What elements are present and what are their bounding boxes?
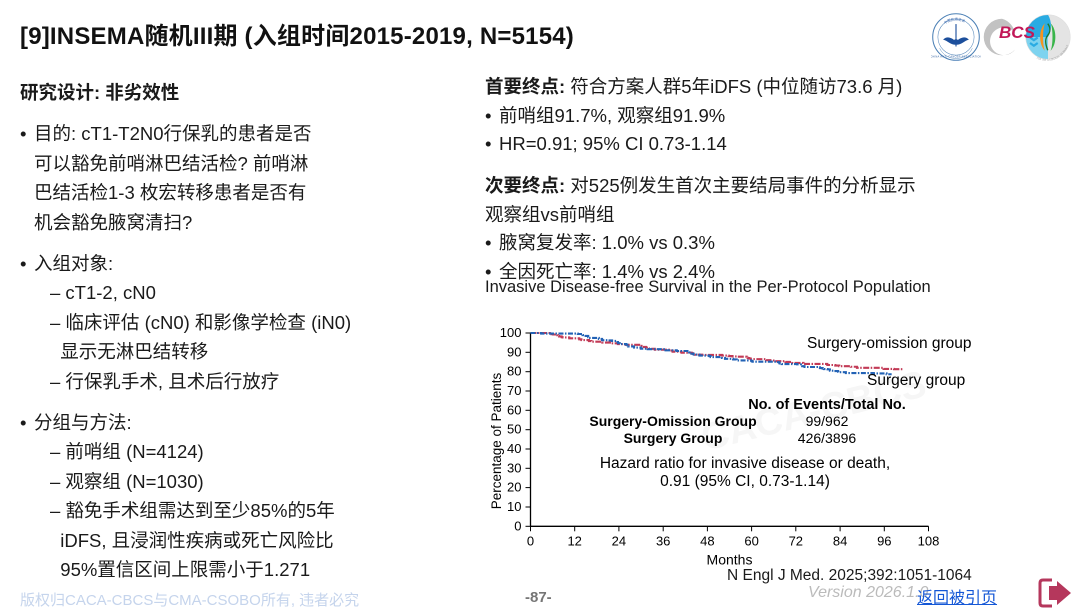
svg-text:Surgery-Omission Group: Surgery-Omission Group (589, 413, 756, 429)
svg-text:0: 0 (514, 518, 521, 533)
svg-text:72: 72 (789, 533, 803, 548)
svg-text:99/962: 99/962 (806, 413, 849, 429)
svg-text:10: 10 (507, 499, 521, 514)
svg-text:No. of Events/Total No.: No. of Events/Total No. (748, 397, 906, 413)
svg-text:96: 96 (877, 533, 891, 548)
svg-text:24: 24 (612, 533, 626, 548)
svg-text:20: 20 (507, 480, 521, 495)
svg-text:60: 60 (744, 533, 758, 548)
svg-text:Surgery Group: Surgery Group (624, 430, 723, 446)
svg-text:Surgery group: Surgery group (867, 372, 965, 389)
svg-text:80: 80 (507, 364, 521, 379)
svg-text:0.91 (95% CI, 0.73-1.14): 0.91 (95% CI, 0.73-1.14) (660, 473, 830, 490)
svg-text:12: 12 (567, 533, 581, 548)
svg-text:100: 100 (500, 325, 522, 340)
svg-text:Hazard ratio for invasive dise: Hazard ratio for invasive disease or dea… (600, 455, 890, 472)
svg-text:36: 36 (656, 533, 670, 548)
svg-text:60: 60 (507, 402, 521, 417)
svg-text:40: 40 (507, 441, 521, 456)
svg-text:Surgery-omission group: Surgery-omission group (807, 335, 972, 352)
svg-text:0: 0 (527, 533, 534, 548)
svg-text:108: 108 (918, 533, 940, 548)
svg-text:90: 90 (507, 344, 521, 359)
svg-text:Months: Months (707, 551, 753, 567)
svg-text:70: 70 (507, 383, 521, 398)
svg-text:426/3896: 426/3896 (798, 430, 857, 446)
svg-text:Percentage of Patients: Percentage of Patients (489, 372, 504, 509)
svg-text:84: 84 (833, 533, 847, 548)
svg-text:CHINA ANTI-CANCER ASSOCIATION: CHINA ANTI-CANCER ASSOCIATION (931, 55, 981, 59)
svg-text:50: 50 (507, 422, 521, 437)
svg-text:48: 48 (700, 533, 714, 548)
svg-text:30: 30 (507, 460, 521, 475)
